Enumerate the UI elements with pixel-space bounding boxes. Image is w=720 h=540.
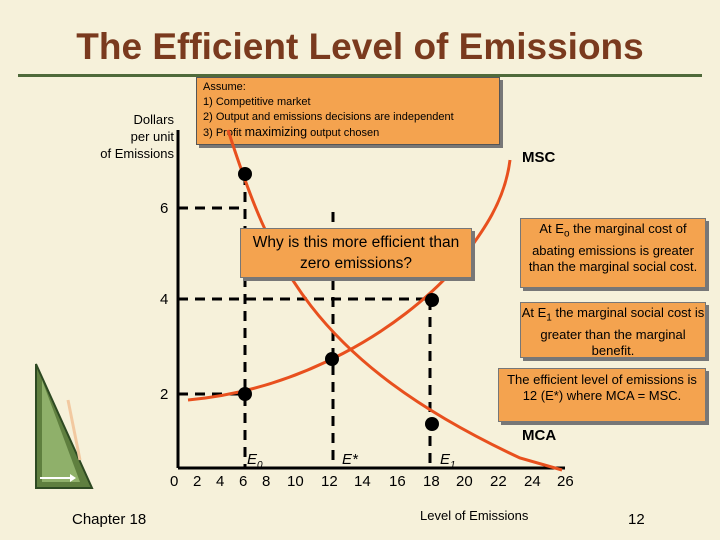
y-label-line3: of Emissions — [100, 146, 174, 161]
e1-letter: E — [440, 451, 451, 468]
x-tick-16: 16 — [389, 473, 406, 490]
x-tick-20: 20 — [456, 473, 473, 490]
point-e0-mca — [238, 167, 252, 181]
x-tick-0: 0 — [170, 473, 179, 490]
y-tick-2: 2 — [160, 386, 169, 403]
guide-lines — [178, 175, 432, 468]
e0-note-sub: o — [563, 228, 570, 240]
title-underline — [18, 74, 702, 77]
e0-subscript: 0 — [257, 460, 263, 471]
assumption-2: 2) Output and emissions decisions are in… — [203, 111, 454, 123]
key-points — [238, 167, 439, 431]
y-tick-6: 6 — [160, 200, 169, 217]
x-tick-24: 24 — [524, 473, 541, 490]
e1-subscript: 1 — [450, 460, 456, 471]
y-label-line2: per unit — [130, 129, 174, 144]
assumptions-heading: Assume: — [203, 81, 246, 93]
slide-title: The Efficient Level of Emissions — [76, 26, 644, 67]
x-tick-4: 4 — [216, 473, 225, 490]
x-tick-18: 18 — [423, 473, 440, 490]
y-tick-4: 4 — [160, 291, 169, 308]
point-e1-msc — [425, 293, 439, 307]
mca-curve — [226, 129, 563, 472]
page-number: 12 — [628, 511, 645, 528]
x-tick-26: 26 — [557, 473, 574, 490]
point-e0-msc — [238, 387, 252, 401]
assumption-1: 1) Competitive market — [203, 96, 311, 108]
x-tick-12: 12 — [321, 473, 338, 490]
assumptions-box: Assume: 1) Competitive market 2) Output … — [196, 77, 500, 145]
triangle-decoration — [35, 363, 94, 489]
estar-label: E* — [342, 451, 358, 468]
e0-letter: E — [247, 451, 258, 468]
x-tick-10: 10 — [287, 473, 304, 490]
msc-label: MSC — [522, 149, 556, 166]
efficient-level-note: The efficient level of emissions is 12 (… — [498, 368, 706, 422]
assumption-3-prefix: 3) Profit — [203, 127, 245, 139]
point-e1-mca — [425, 417, 439, 431]
assumption-3-emph: maximizing — [244, 125, 308, 139]
msc-curve — [187, 159, 512, 402]
x-axis-label: Level of Emissions — [420, 508, 529, 523]
e1-note-pre: At E — [521, 305, 547, 320]
e1-note: At E1 the marginal social cost is greate… — [520, 302, 706, 358]
x-tick-14: 14 — [354, 473, 371, 490]
x-tick-22: 22 — [490, 473, 507, 490]
e0-note: At Eo the marginal cost of abating emiss… — [520, 218, 706, 288]
mca-label: MCA — [522, 427, 557, 444]
e0-note-post: the marginal cost of abating emissions i… — [528, 221, 698, 274]
chapter-label: Chapter 18 — [72, 511, 147, 528]
assumption-3: 3) Profit maximizing output chosen — [203, 125, 499, 141]
assumption-3-suffix: output chosen — [307, 127, 380, 139]
x-tick-8: 8 — [262, 473, 271, 490]
e1-label: E1 — [440, 451, 456, 471]
e1-note-sub: 1 — [546, 312, 552, 324]
x-tick-2: 2 — [193, 473, 202, 490]
e0-label: E0 — [247, 451, 263, 471]
point-estar — [325, 352, 339, 366]
y-axis-label: Dollars per unit of Emissions — [70, 111, 174, 162]
e1-note-post: the marginal social cost is greater than… — [540, 305, 705, 358]
question-callout: Why is this more efficient than zero emi… — [240, 228, 472, 278]
e0-note-pre: At E — [539, 221, 564, 236]
x-tick-6: 6 — [239, 473, 248, 490]
y-label-line1: Dollars — [133, 112, 174, 127]
